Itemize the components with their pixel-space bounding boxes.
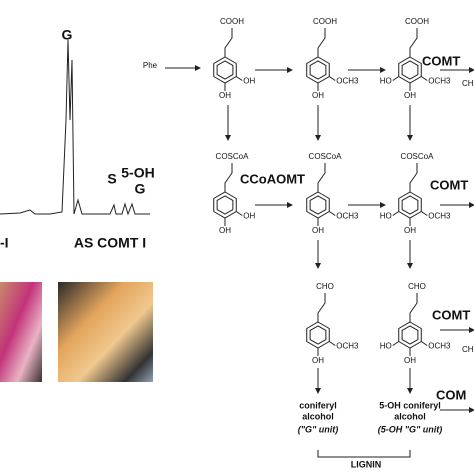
side-chain [224, 28, 233, 57]
side-chain [317, 28, 326, 57]
substituent: OH [219, 226, 231, 235]
product-name: coniferyl [299, 400, 337, 410]
side-chain [224, 163, 233, 192]
ring-inner [401, 325, 419, 345]
enzyme: COMT [430, 177, 468, 192]
ring-inner [309, 60, 327, 80]
caption: -I [0, 235, 9, 251]
substituent: HO [380, 77, 392, 86]
cut-label: CH [462, 345, 474, 354]
bracket [317, 450, 411, 458]
enzyme: COMT [422, 53, 460, 68]
micrograph [0, 282, 42, 382]
substituent: OH [243, 212, 255, 221]
group-label: COSCoA [401, 152, 435, 161]
ring-inner [309, 325, 327, 345]
side-chain [409, 293, 418, 322]
peak-label: 5-OH [121, 165, 154, 181]
substituent: OCH3 [336, 212, 359, 221]
group-label: COOH [313, 17, 337, 26]
bond [328, 211, 336, 216]
substituent: OCH3 [428, 212, 451, 221]
side-chain [317, 163, 326, 192]
bond [392, 76, 400, 81]
substituent: OH [404, 356, 416, 365]
enzyme: CCoAOMT [240, 171, 305, 186]
product-name: 5-OH coniferyl [379, 400, 441, 410]
peak-label: S [107, 171, 116, 187]
product-name: alcohol [394, 411, 426, 421]
group-label: COOH [405, 17, 429, 26]
ring-inner [401, 195, 419, 215]
product-unit: (5-OH "G" unit) [378, 424, 443, 434]
group-label: CHO [408, 282, 426, 291]
product-name: alcohol [302, 411, 334, 421]
substituent: OCH3 [336, 342, 359, 351]
start-label: Phe [143, 61, 158, 70]
bond [328, 76, 336, 81]
product-unit: ("G" unit) [298, 424, 339, 434]
side-chain [409, 163, 418, 192]
group-label: COOH [220, 17, 244, 26]
group-label: COSCoA [309, 152, 343, 161]
enzyme: COMT [432, 307, 470, 322]
substituent: OCH3 [428, 342, 451, 351]
chromatogram-trace [0, 39, 150, 216]
enzyme: COM [436, 387, 466, 402]
substituent: HO [380, 342, 392, 351]
peak-label: G [135, 181, 146, 197]
bond [235, 211, 243, 216]
group-label: CHO [316, 282, 334, 291]
polymer-label: LIGNIN [351, 459, 382, 469]
substituent: OH [404, 226, 416, 235]
ring-inner [216, 60, 234, 80]
bond [328, 341, 336, 346]
substituent: OH [219, 91, 231, 100]
cut-label: CH [462, 79, 474, 88]
ring-inner [309, 195, 327, 215]
substituent: OCH3 [428, 77, 451, 86]
peak-label: G [62, 27, 73, 43]
substituent: OH [312, 91, 324, 100]
bond [235, 76, 243, 81]
group-label: COSCoA [216, 152, 250, 161]
bond [420, 211, 428, 216]
micrograph [58, 282, 153, 382]
substituent: OH [312, 226, 324, 235]
substituent: HO [380, 212, 392, 221]
bond [392, 211, 400, 216]
substituent: OCH3 [336, 77, 359, 86]
ring-inner [401, 60, 419, 80]
substituent: OH [312, 356, 324, 365]
bond [420, 76, 428, 81]
side-chain [409, 28, 418, 57]
substituent: OH [404, 91, 416, 100]
bond [420, 341, 428, 346]
bond [392, 341, 400, 346]
substituent: OH [243, 77, 255, 86]
caption: AS COMT I [74, 235, 146, 251]
ring-inner [216, 195, 234, 215]
side-chain [317, 293, 326, 322]
